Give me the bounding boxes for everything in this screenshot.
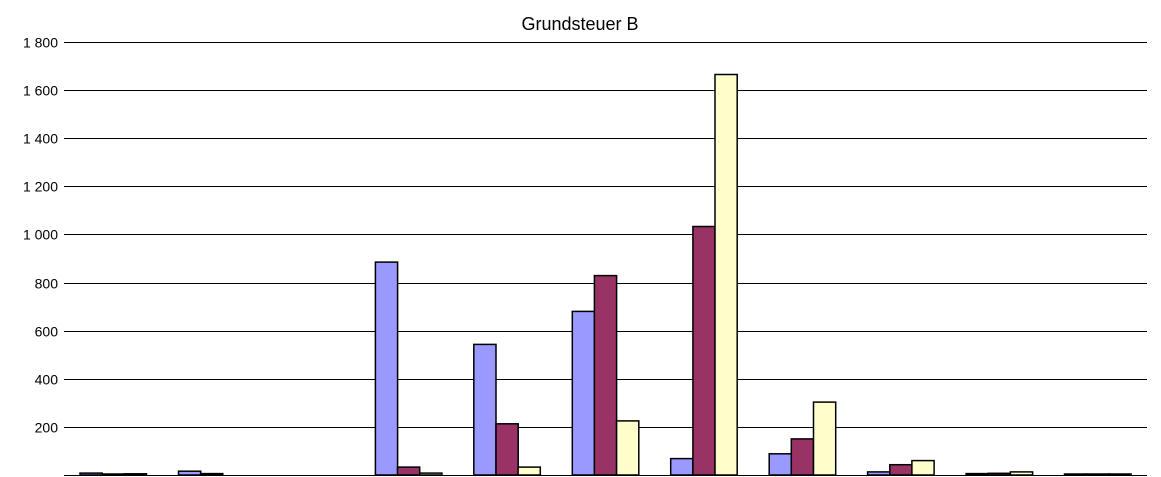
y-tick-label: 1 800: [23, 35, 58, 51]
bar: [615, 420, 640, 476]
bar: [199, 472, 224, 476]
bar: [473, 343, 497, 476]
bar: [768, 453, 793, 476]
bar: [593, 274, 618, 476]
y-tick-label: 1 200: [23, 179, 58, 195]
bar: [692, 225, 716, 476]
bar: [987, 472, 1012, 476]
y-tick-label: 600: [35, 324, 59, 340]
y-tick-label: 800: [35, 276, 59, 292]
bar: [418, 472, 443, 476]
gridlines: [64, 42, 1147, 428]
y-tick-label: 400: [35, 372, 59, 388]
y-axis-ticks: 200 400 600 800 1 000 1 200 1 400 1 600 1 800: [23, 35, 58, 436]
y-tick-label: 1 600: [23, 83, 58, 99]
bar: [812, 401, 837, 476]
bars: [79, 73, 1132, 476]
bar: [1063, 473, 1088, 476]
chart-title: Grundsteuer B: [521, 14, 638, 34]
bar: [374, 261, 399, 476]
bar: [714, 73, 738, 476]
bar: [1085, 473, 1110, 476]
bar: [866, 471, 891, 476]
bar: [101, 473, 126, 476]
bar: [495, 423, 519, 476]
bar: [177, 470, 202, 476]
bar: [79, 472, 103, 476]
bar: [517, 466, 542, 476]
y-tick-label: 200: [35, 420, 59, 436]
bar: [571, 310, 596, 476]
bar: [911, 459, 935, 476]
bar: [396, 466, 421, 476]
bar: [123, 473, 148, 476]
y-tick-label: 1 400: [23, 131, 58, 147]
bar: [1009, 471, 1034, 476]
y-tick-label: 1 000: [23, 227, 58, 243]
bar: [889, 463, 913, 476]
bar: [669, 457, 694, 476]
bar: [790, 438, 815, 476]
bar: [965, 472, 990, 476]
bar: [1108, 473, 1132, 476]
